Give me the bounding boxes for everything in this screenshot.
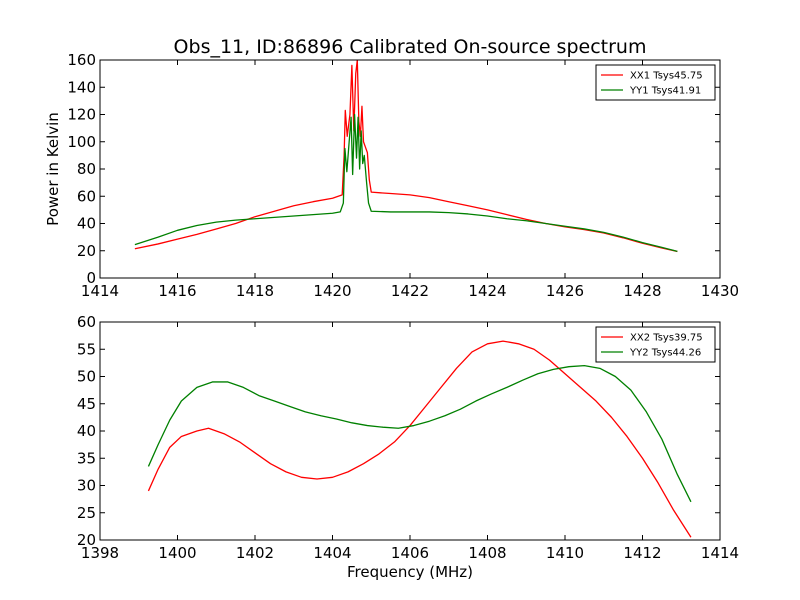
- panel2-y-tick-label: 45: [77, 395, 96, 413]
- panel2-x-axis-label: Frequency (MHz): [347, 563, 473, 581]
- panel1-y-tick-label: 0: [86, 269, 96, 287]
- panel2-x-tick-label: 1404: [313, 544, 351, 562]
- panel2-x-tick-label: 1400: [158, 544, 196, 562]
- panel2-series-line-1: [147, 340, 692, 538]
- panel2-legend: XX2 Tsys39.75 YY2 Tsys44.26: [595, 326, 716, 363]
- panel2-legend-label-2: YY2 Tsys44.26: [629, 348, 701, 359]
- panel1-series-line-2: [134, 113, 678, 253]
- panel2-x-tick-label: 1408: [468, 544, 506, 562]
- panel2-x-tick-label: 1412: [623, 544, 661, 562]
- panel2-y-tick-label: 50: [77, 368, 96, 386]
- panel2-y-tick-label: 20: [77, 531, 96, 549]
- panel1-x-tick-label: 1416: [158, 282, 196, 300]
- panel2-y-tick-label: 30: [77, 477, 96, 495]
- panel1-y-tick-label: 160: [67, 51, 96, 69]
- panel1-y-tick-label: 60: [77, 187, 96, 205]
- panel1-x-tick-label: 1420: [313, 282, 351, 300]
- top-panel: 1414 1416 1418 1420 1422 1424 1426 1428 1430 0 20 4…: [44, 51, 739, 300]
- panel1-y-tick-label: 120: [67, 106, 96, 124]
- panel2-y-tick-label: 25: [77, 504, 96, 522]
- panel2-y-tick-label: 55: [77, 340, 96, 358]
- panel1-x-tick-label: 1428: [623, 282, 661, 300]
- panel1-y-tick-label: 140: [67, 78, 96, 96]
- panel1-y-tick-label: 40: [77, 215, 96, 233]
- panel1-y-tick-label: 20: [77, 242, 96, 260]
- panel1-y-axis-label: Power in Kelvin: [44, 112, 62, 226]
- panel1-legend-box: [595, 64, 716, 101]
- panel1-legend: XX1 Tsys45.75 YY1 Tsys41.91: [595, 64, 716, 101]
- panel1-x-tick-label: 1418: [236, 282, 274, 300]
- panel2-x-tick-label: 1414: [701, 544, 739, 562]
- panel2-x-tick-label: 1402: [236, 544, 274, 562]
- panel2-y-tick-label: 40: [77, 422, 96, 440]
- panel1-legend-label-2: YY1 Tsys41.91: [629, 86, 701, 97]
- panel2-legend-box: [595, 326, 716, 363]
- panel1-x-tick-label: 1426: [546, 282, 584, 300]
- figure-title: Obs_11, ID:86896 Calibrated On-source sp…: [174, 36, 647, 58]
- panel1-x-tick-label: 1424: [468, 282, 506, 300]
- panel1-legend-label-1: XX1 Tsys45.75: [630, 71, 703, 82]
- panel2-x-tick-label: 1398: [81, 544, 119, 562]
- panel1-x-tick-label: 1414: [81, 282, 119, 300]
- panel2-legend-label-1: XX2 Tsys39.75: [630, 333, 703, 344]
- panel2-y-tick-label: 35: [77, 449, 96, 467]
- panel2-y-tick-label: 60: [77, 313, 96, 331]
- panel1-x-tick-label: 1430: [701, 282, 739, 300]
- panel1-y-tick-label: 100: [67, 133, 96, 151]
- panel2-x-tick-label: 1410: [546, 544, 584, 562]
- panel2-x-tick-label: 1406: [391, 544, 429, 562]
- panel1-y-tick-label: 80: [77, 160, 96, 178]
- panel2-series-line-2: [147, 364, 692, 503]
- bottom-panel: 1398 1400 1402 1404 1406 1408 1410 1412 1414 20 25…: [77, 313, 739, 581]
- panel1-x-tick-label: 1422: [391, 282, 429, 300]
